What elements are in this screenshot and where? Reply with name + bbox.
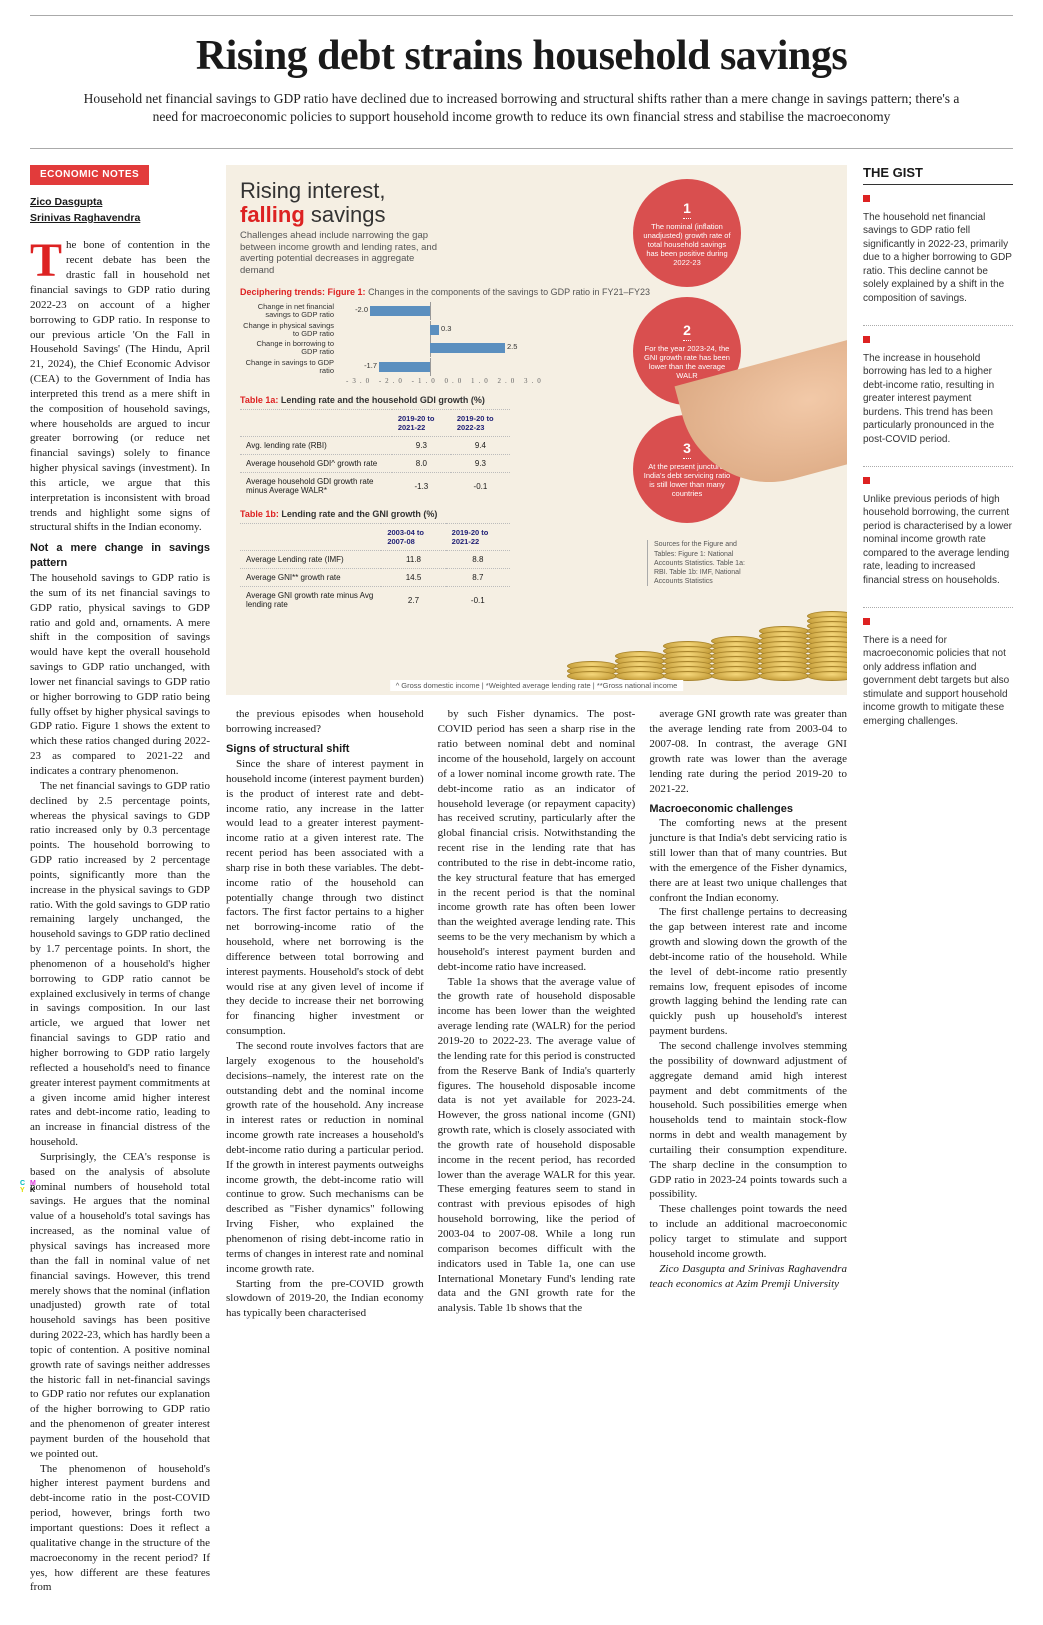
figure-blurb: Challenges ahead include narrowing the g… bbox=[240, 230, 450, 278]
coin-stack bbox=[567, 666, 617, 681]
bar-value: -1.7 bbox=[364, 361, 377, 370]
body-columns: the previous episodes when household bor… bbox=[226, 707, 847, 1321]
gist-item: The increase in household borrowing has … bbox=[863, 336, 1013, 456]
para-1: The bone of contention in the recent deb… bbox=[30, 238, 210, 535]
coin-stack bbox=[615, 656, 665, 681]
body-p10: The second challenge involves stemming t… bbox=[649, 1039, 847, 1202]
body-sec2: Macroeconomic challenges bbox=[649, 802, 847, 817]
dropcap: T bbox=[30, 238, 66, 280]
author-note: Zico Dasgupta and Srinivas Raghavendra t… bbox=[649, 1262, 847, 1292]
fig-title-w3: savings bbox=[311, 202, 386, 227]
t1a-caption: Lending rate and the household GDI growt… bbox=[281, 395, 485, 405]
bar-value: 2.5 bbox=[507, 342, 517, 351]
gist-column: THE GIST The household net financial sav… bbox=[863, 165, 1013, 748]
deciph-label: Deciphering trends: bbox=[240, 287, 325, 297]
bar-row: Change in borrowing to GDP ratio 2.5 bbox=[240, 340, 520, 357]
t1b-label: Table 1b: bbox=[240, 509, 279, 519]
coin-stack bbox=[807, 616, 847, 681]
body-p7: average GNI growth rate was greater than… bbox=[649, 707, 847, 796]
top-rule bbox=[30, 15, 1013, 16]
callout-badge: 1The nominal (inflation unadjusted) grow… bbox=[633, 179, 741, 287]
para-2: The household savings to GDP ratio is th… bbox=[30, 571, 210, 779]
main-layout: ECONOMIC NOTES Zico Dasgupta Srinivas Ra… bbox=[30, 165, 1013, 1595]
bar-track: 0.3 bbox=[340, 323, 520, 337]
body-p4: Starting from the pre-COVID growth slowd… bbox=[226, 1277, 424, 1322]
gist-item: There is a need for macroeconomic polici… bbox=[863, 618, 1013, 738]
t1b-caption: Lending rate and the GNI growth (%) bbox=[281, 509, 437, 519]
headline: Rising debt strains household savings bbox=[30, 32, 1013, 80]
para-5: The phenomenon of household's higher int… bbox=[30, 1462, 210, 1596]
table-1b: 2003-04 to 2007-082019-20 to 2021-22Aver… bbox=[240, 523, 510, 613]
bar-label: Change in savings to GDP ratio bbox=[240, 359, 340, 376]
para-3: The net financial savings to GDP ratio d… bbox=[30, 779, 210, 1150]
bar-value: -2.0 bbox=[355, 305, 368, 314]
bar-row: Change in physical savings to GDP ratio 0… bbox=[240, 322, 520, 339]
bar-row: Change in net financial savings to GDP r… bbox=[240, 303, 520, 320]
bar-track: 2.5 bbox=[340, 341, 520, 355]
para-4: Surprisingly, the CEA's response is base… bbox=[30, 1150, 210, 1462]
bar-row: Change in savings to GDP ratio -1.7 bbox=[240, 359, 520, 376]
figure: Rising interest, falling savings Challen… bbox=[226, 165, 847, 695]
author-note-text: Zico Dasgupta and Srinivas Raghavendra t… bbox=[649, 1263, 847, 1290]
byline-2: Srinivas Raghavendra bbox=[30, 212, 140, 224]
coin-stack bbox=[711, 641, 761, 681]
subhead: Household net financial savings to GDP r… bbox=[82, 90, 962, 126]
body-p2: Since the share of interest payment in h… bbox=[226, 757, 424, 1039]
fig1-label: Figure 1: bbox=[328, 287, 366, 297]
body-p3: The second route involves factors that a… bbox=[226, 1039, 424, 1277]
para-1-body: he bone of contention in the recent deba… bbox=[30, 239, 210, 533]
figure-footnote: ^ Gross domestic income | *Weighted aver… bbox=[390, 680, 684, 691]
body-p11: These challenges point towards the need … bbox=[649, 1202, 847, 1261]
body-p8: The comforting news at the present junct… bbox=[649, 816, 847, 905]
bar-label: Change in net financial savings to GDP r… bbox=[240, 303, 340, 320]
body-p9: The first challenge pertains to decreasi… bbox=[649, 905, 847, 1039]
byline-1: Zico Dasgupta bbox=[30, 196, 102, 208]
gist-items: The household net financial savings to G… bbox=[863, 195, 1013, 738]
coin-stacks-illustration bbox=[567, 361, 847, 681]
bar-label: Change in borrowing to GDP ratio bbox=[240, 340, 340, 357]
bylines: Zico Dasgupta Srinivas Raghavendra bbox=[30, 195, 210, 227]
gist-item: Unlike previous periods of high househol… bbox=[863, 477, 1013, 597]
section-head-1: Not a mere change in savings pattern bbox=[30, 541, 210, 571]
fig-title-w1: Rising interest, bbox=[240, 178, 386, 203]
fig1-caption: Changes in the components of the savings… bbox=[368, 287, 650, 297]
mid-rule bbox=[30, 148, 1013, 149]
body-p1: the previous episodes when household bor… bbox=[226, 707, 424, 737]
cmyk-marks: CMYK bbox=[20, 1180, 40, 1194]
hand-illustration bbox=[675, 340, 847, 502]
coin-stack bbox=[759, 631, 809, 681]
coin-stack bbox=[663, 646, 713, 681]
gist-item: The household net financial savings to G… bbox=[863, 195, 1013, 315]
bar-value: 0.3 bbox=[441, 324, 451, 333]
center-column: Rising interest, falling savings Challen… bbox=[226, 165, 847, 1321]
bar-track: -1.7 bbox=[340, 360, 520, 374]
bar-chart: Change in net financial savings to GDP r… bbox=[240, 303, 520, 375]
body-sec1: Signs of structural shift bbox=[226, 742, 424, 757]
section-label: ECONOMIC NOTES bbox=[30, 165, 149, 185]
t1a-label: Table 1a: bbox=[240, 395, 278, 405]
table-1a: 2019-20 to 2021-222019-20 to 2022-23Avg.… bbox=[240, 409, 510, 499]
bar-track: -2.0 bbox=[340, 304, 520, 318]
fig-title-w2: falling bbox=[240, 202, 305, 227]
body-p5: by such Fisher dynamics. The post-COVID … bbox=[438, 707, 636, 974]
left-column: ECONOMIC NOTES Zico Dasgupta Srinivas Ra… bbox=[30, 165, 210, 1595]
gist-heading: THE GIST bbox=[863, 165, 1013, 185]
body-p6: Table 1a shows that the average value of… bbox=[438, 975, 636, 1316]
bar-label: Change in physical savings to GDP ratio bbox=[240, 322, 340, 339]
